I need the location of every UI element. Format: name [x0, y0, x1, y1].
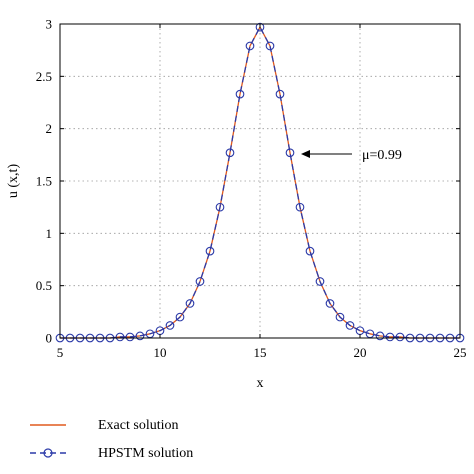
hpstm-point [115, 332, 125, 342]
legend-marker-hpstm [43, 448, 53, 458]
hpstm-point [345, 321, 355, 330]
y-tick-label: 1 [46, 226, 53, 241]
hpstm-point [275, 89, 285, 99]
x-tick-label: 15 [254, 345, 267, 360]
y-tick-label: 0.5 [36, 278, 52, 293]
hpstm-point [295, 202, 305, 212]
legend-item-hpstm: HPSTM solution [30, 446, 193, 461]
annotation-arrowhead [301, 150, 310, 158]
y-tick-label: 0 [46, 331, 53, 346]
hpstm-point [265, 41, 275, 51]
y-tick-label: 2.5 [36, 69, 52, 84]
hpstm-point [205, 246, 215, 256]
hpstm-point [305, 246, 315, 256]
legend-label-hpstm: HPSTM solution [98, 446, 193, 461]
hpstm-point [395, 332, 405, 342]
hpstm-point [195, 277, 205, 286]
hpstm-point [175, 312, 185, 322]
hpstm-point [215, 202, 225, 212]
hpstm-point [245, 41, 255, 51]
x-tick-label: 20 [354, 345, 367, 360]
x-axis-label: x [257, 376, 264, 391]
y-tick-label: 3 [46, 17, 53, 32]
legend-item-exact: Exact solution [30, 418, 179, 433]
hpstm-point [375, 331, 385, 341]
y-tick-label: 1.5 [36, 174, 52, 189]
annotation-text: μ=0.99 [362, 148, 402, 163]
hpstm-point [125, 332, 135, 342]
hpstm-point [235, 89, 245, 99]
axis-ticks: 5 10 15 20 25 0 0.5 1 1.5 2 2.5 3 [36, 17, 467, 361]
legend: Exact solution HPSTM solution [30, 418, 193, 461]
y-tick-label: 2 [46, 121, 53, 136]
hpstm-point [315, 277, 325, 286]
x-tick-label: 10 [154, 345, 167, 360]
hpstm-point [285, 148, 295, 158]
hpstm-point [165, 321, 175, 330]
y-axis-label: u (x,t) [6, 164, 21, 199]
hpstm-point [185, 299, 195, 308]
annotation: μ=0.99 [301, 148, 402, 163]
hpstm-point [385, 332, 395, 342]
x-tick-label: 5 [57, 345, 64, 360]
legend-label-exact: Exact solution [98, 418, 179, 433]
x-tick-label: 25 [454, 345, 467, 360]
grid [60, 24, 460, 338]
hpstm-point [325, 299, 335, 308]
hpstm-point [225, 148, 235, 158]
hpstm-point [255, 22, 265, 32]
hpstm-point [135, 331, 145, 341]
hpstm-point [335, 312, 345, 322]
